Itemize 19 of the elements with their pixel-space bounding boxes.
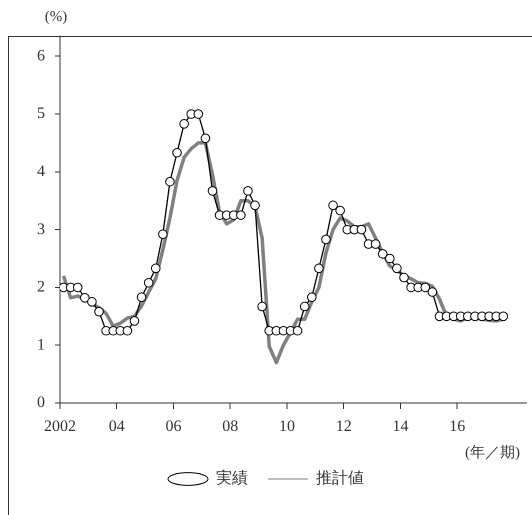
x-tick-label: 08 <box>222 418 238 435</box>
y-tick-label: 4 <box>37 163 45 180</box>
y-tick-label: 6 <box>37 47 45 64</box>
legend-label: 推計値 <box>316 469 364 488</box>
x-tick-label: 14 <box>392 418 408 435</box>
x-tick-label: 12 <box>336 418 352 435</box>
y-tick-label: 0 <box>37 394 45 412</box>
x-axis-title: (年／期) <box>465 444 520 461</box>
y-tick-label: 2 <box>37 278 45 296</box>
x-tick-label: 16 <box>449 418 466 435</box>
x-tick-label: 06 <box>165 418 182 435</box>
x-tick-label: 04 <box>108 418 125 435</box>
y-axis-title: (%) <box>44 8 68 25</box>
legend-label: 実績 <box>216 469 248 488</box>
x-tick-label: 10 <box>278 418 295 435</box>
y-tick-label: 5 <box>37 105 45 122</box>
y-tick-label: 3 <box>37 220 45 238</box>
y-tick-label: 1 <box>37 336 45 354</box>
x-tick-label: 2002 <box>44 418 76 435</box>
